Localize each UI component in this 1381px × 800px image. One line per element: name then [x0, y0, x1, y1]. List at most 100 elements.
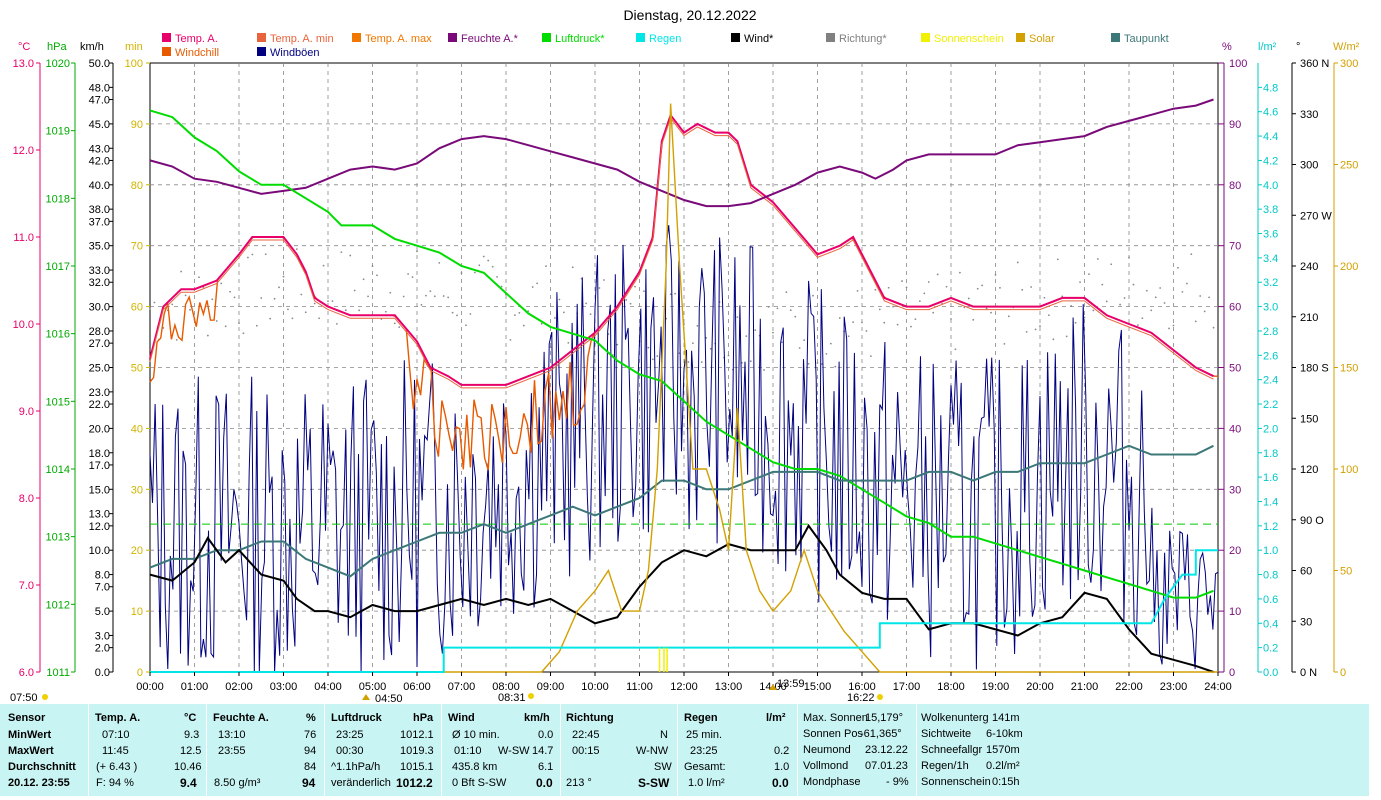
series-taupunkt	[149, 444, 1214, 578]
direction-point	[812, 294, 814, 297]
tick-label-rain: 3.2	[1263, 277, 1278, 289]
series-regen	[150, 549, 1218, 673]
direction-point	[918, 300, 921, 303]
tick-label-pct: 40	[1229, 423, 1241, 435]
stats-wolken-label: Wolkenunterg	[921, 712, 989, 724]
axis-unit-labels: °C hPa km/h min% l/m² ° W/m²	[18, 41, 1360, 53]
tick-label-rain: 2.8	[1263, 326, 1278, 338]
tick-label-x: 22:00	[1115, 681, 1143, 693]
direction-point	[460, 272, 463, 274]
direction-point	[696, 324, 699, 327]
direction-point	[870, 355, 872, 357]
stats-wind-time: 0 Bft S-SW	[452, 777, 507, 789]
direction-point	[229, 290, 232, 293]
tick-label-deg: 30	[1300, 616, 1312, 628]
direction-point	[1056, 258, 1059, 261]
stats-regen-time: 1.0 l/m²	[688, 777, 725, 789]
stats-luft-time: veränderlich	[331, 777, 391, 789]
tick-label-deg: 270 W	[1300, 210, 1332, 222]
stats-sensor-header: Sensor	[8, 712, 46, 724]
tick-label-kmh: 8.0	[95, 570, 110, 582]
stats-wolken-label: Regen/1h	[921, 760, 969, 772]
stats-wind-value: 0.0	[538, 729, 554, 741]
direction-point	[420, 304, 423, 306]
direction-point	[674, 292, 676, 295]
direction-point	[994, 274, 997, 276]
direction-point	[184, 294, 187, 297]
stats-wind-value: 14.7	[532, 745, 554, 757]
stats-sonne-label: Sonnen Pos	[803, 728, 863, 740]
direction-point	[1199, 295, 1202, 297]
stats-regen-unit: l/m²	[766, 712, 786, 724]
tick-label-solar: 50	[1340, 566, 1352, 578]
tick-label-hpa: 1020	[46, 58, 70, 70]
direction-point	[1105, 300, 1108, 303]
tick-label-rain: 0.8	[1263, 570, 1278, 582]
tick-label-temp: 6.0	[19, 667, 34, 679]
direction-point	[1074, 321, 1077, 324]
direction-point	[985, 307, 988, 310]
tick-label-min: 20	[131, 545, 143, 557]
stats-sonne-value: 23.12.22	[865, 744, 908, 756]
tick-label-deg: 300	[1300, 160, 1318, 172]
direction-point	[567, 341, 570, 344]
stats-richtung-value: W-NW	[636, 745, 669, 757]
stats-wind-unit: km/h	[524, 712, 550, 724]
series-temp-a	[149, 113, 1214, 386]
direction-point	[727, 354, 730, 357]
tick-label-min: 70	[131, 241, 143, 253]
direction-point	[834, 365, 837, 368]
tick-label-x: 21:00	[1071, 681, 1099, 693]
direction-point	[340, 251, 343, 254]
sunrise-marker	[362, 694, 370, 700]
tick-label-kmh: 43.0	[89, 143, 110, 155]
direction-point	[260, 297, 263, 299]
axes: 6.07.08.09.010.011.012.013.0101110121013…	[13, 58, 1359, 679]
tick-label-x: 24:00	[1204, 681, 1232, 693]
direction-point	[278, 286, 280, 289]
tick-label-temp: 11.0	[13, 232, 34, 244]
direction-point	[442, 295, 445, 297]
tick-label-kmh: 30.0	[89, 302, 110, 314]
tick-label-rain: 0.0	[1263, 667, 1278, 679]
direction-point	[589, 313, 592, 316]
direction-point	[1163, 302, 1166, 304]
legend: Temp. A. Temp. A. min Temp. A. max Feuchte …	[162, 33, 1169, 59]
direction-point	[803, 339, 806, 342]
tick-label-kmh: 22.0	[89, 399, 110, 411]
tick-label-min: 50	[131, 363, 143, 375]
legend-label: Taupunkt	[1124, 33, 1169, 45]
tick-label-x: 00:00	[136, 681, 164, 693]
stats-temp-value: 9.4	[180, 776, 197, 790]
direction-point	[562, 311, 565, 314]
direction-point	[571, 266, 574, 269]
plot-area	[149, 98, 1219, 673]
tick-label-rain: 0.4	[1263, 618, 1278, 630]
legend-swatch	[162, 47, 171, 56]
tick-label-hpa: 1018	[46, 193, 70, 205]
legend-label: Temp. A. min	[270, 33, 334, 45]
series-luftdruck	[149, 109, 1214, 599]
direction-point	[643, 290, 645, 292]
stats-richtung-time: 22:45	[572, 729, 600, 741]
tick-label-kmh: 12.0	[89, 521, 110, 533]
tick-label-pct: 100	[1229, 58, 1247, 70]
direction-point	[1065, 335, 1068, 338]
direction-point	[736, 316, 739, 319]
direction-point	[892, 305, 895, 308]
direction-point	[362, 278, 365, 281]
unit-hpa: hPa	[47, 41, 67, 53]
tick-label-kmh: 5.0	[95, 606, 110, 618]
stats-feuchte-value: 94	[304, 745, 317, 757]
tick-label-x: 16:00	[848, 681, 876, 693]
direction-point	[402, 295, 405, 298]
stats-sonne-label: Vollmond	[803, 760, 849, 772]
direction-point	[438, 261, 441, 264]
direction-point	[914, 318, 917, 320]
direction-point	[358, 309, 361, 312]
tick-label-min: 60	[131, 302, 143, 314]
tick-label-solar: 0	[1340, 667, 1346, 679]
tick-label-deg: 240	[1300, 261, 1318, 273]
tick-label-pct: 90	[1229, 119, 1241, 131]
tick-label-temp: 8.0	[19, 493, 34, 505]
